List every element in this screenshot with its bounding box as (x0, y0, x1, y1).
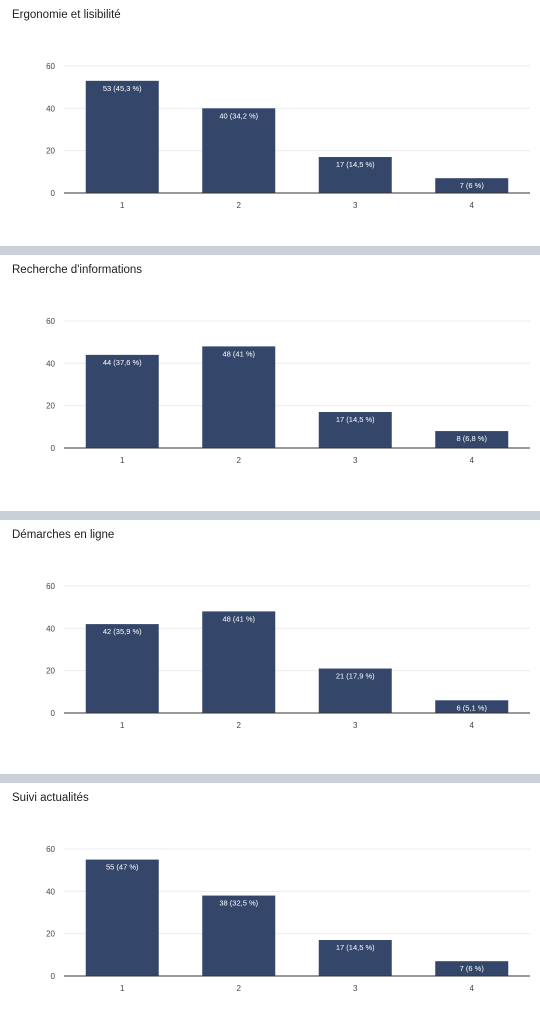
y-tick-label: 60 (46, 317, 55, 326)
y-tick-label: 20 (46, 667, 55, 676)
bar-data-label: 17 (14,5 %) (336, 943, 375, 952)
y-tick-label: 40 (46, 887, 55, 896)
bar-data-label: 17 (14,5 %) (336, 415, 375, 424)
bar-data-label: 6 (5,1 %) (457, 703, 488, 712)
x-tick-label: 4 (470, 984, 475, 993)
y-tick-label: 40 (46, 104, 55, 113)
bar-data-label: 40 (34,2 %) (219, 111, 258, 120)
x-tick-label: 3 (353, 456, 358, 465)
y-tick-label: 40 (46, 624, 55, 633)
x-tick-label: 3 (353, 721, 358, 730)
x-tick-label: 2 (237, 201, 242, 210)
bar (85, 354, 159, 448)
bar-chart-demarches: 0 20 40 60 42 (35,9 %) 1 48 (41 %) 2 21 (17,9 %)… (46, 582, 530, 730)
x-tick-label: 3 (353, 984, 358, 993)
bar-data-label: 7 (6 %) (460, 181, 485, 190)
chart-title: Démarches en ligne (12, 529, 115, 541)
y-tick-label: 20 (46, 930, 55, 939)
chart-panel-demarches: Démarches en ligne 0 20 40 60 42 (35,9 %) 1 48… (0, 520, 540, 774)
bar (202, 108, 276, 193)
y-tick-label: 20 (46, 147, 55, 156)
bar (202, 611, 276, 713)
bar (318, 157, 392, 193)
bar (85, 80, 159, 193)
y-tick-label: 60 (46, 845, 55, 854)
panel-separator (0, 511, 540, 520)
y-tick-label: 0 (51, 189, 56, 198)
x-tick-label: 4 (470, 721, 475, 730)
bar (202, 895, 276, 976)
chart-title: Ergonomie et lisibilité (12, 9, 121, 21)
x-tick-label: 2 (237, 984, 242, 993)
bar (202, 346, 276, 448)
bar (435, 178, 509, 193)
x-tick-label: 1 (120, 984, 125, 993)
bar (85, 859, 159, 976)
bar (85, 624, 159, 713)
y-tick-label: 0 (51, 709, 56, 718)
bar-data-label: 21 (17,9 %) (336, 672, 375, 681)
y-tick-label: 60 (46, 582, 55, 591)
bar-data-label: 53 (45,3 %) (103, 84, 142, 93)
bar-data-label: 17 (14,5 %) (336, 160, 375, 169)
y-tick-label: 0 (51, 972, 56, 981)
chart-title: Recherche d'informations (12, 264, 143, 276)
chart-title: Suivi actualités (12, 792, 89, 804)
chart-panel-recherche: Recherche d'informations 0 20 40 60 44 (37,6… (0, 255, 540, 511)
bar-data-label: 44 (37,6 %) (103, 358, 142, 367)
y-tick-label: 0 (51, 444, 56, 453)
x-tick-label: 1 (120, 201, 125, 210)
bar (318, 668, 392, 713)
panel-separator (0, 774, 540, 783)
x-tick-label: 3 (353, 201, 358, 210)
chart-panel-ergonomie: Ergonomie et lisibilité 0 20 40 60 53 (45,3 … (0, 0, 540, 246)
bar (435, 700, 509, 713)
bar-data-label: 7 (6 %) (460, 964, 485, 973)
bar-data-label: 55 (47 %) (106, 863, 139, 872)
x-tick-label: 2 (237, 721, 242, 730)
y-tick-label: 20 (46, 402, 55, 411)
bar-data-label: 8 (6,8 %) (457, 434, 488, 443)
y-tick-label: 40 (46, 359, 55, 368)
bar (318, 412, 392, 448)
bar-data-label: 48 (41 %) (222, 614, 255, 623)
bar-data-label: 48 (41 %) (222, 349, 255, 358)
bar-chart-ergonomie: 0 20 40 60 53 (45,3 %) 1 40 (34,2 %) 2 17 (14,5 … (46, 62, 530, 210)
x-tick-label: 1 (120, 721, 125, 730)
bar (435, 431, 509, 448)
x-tick-label: 4 (470, 456, 475, 465)
x-tick-label: 2 (237, 456, 242, 465)
x-tick-label: 4 (470, 201, 475, 210)
bar-chart-recherche: 0 20 40 60 44 (37,6 %) 1 48 (41 %) 2 17 (14,5 %)… (46, 317, 530, 465)
x-tick-label: 1 (120, 456, 125, 465)
panel-separator (0, 246, 540, 255)
bar (318, 940, 392, 976)
bar (435, 961, 509, 976)
bar-data-label: 42 (35,9 %) (103, 627, 142, 636)
bar-chart-suivi: 0 20 40 60 55 (47 %) 1 38 (32,5 %) 2 17 (14,5 %)… (46, 845, 530, 993)
y-tick-label: 60 (46, 62, 55, 71)
chart-panel-suivi: Suivi actualités 0 20 40 60 55 (47 %) 1 38 (32… (0, 783, 540, 1024)
bar-data-label: 38 (32,5 %) (219, 899, 258, 908)
